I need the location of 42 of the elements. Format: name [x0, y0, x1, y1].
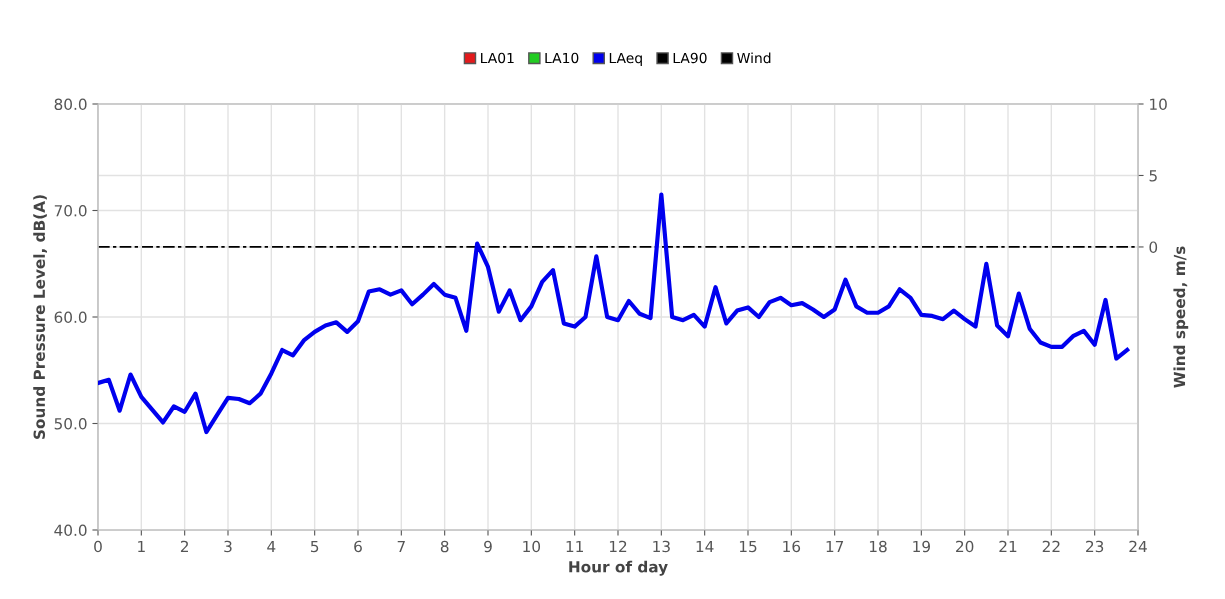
x-tick-label: 11: [566, 540, 583, 553]
legend-label: LA10: [545, 52, 579, 64]
x-tick-label: 2: [180, 540, 188, 553]
x-tick-label: 14: [696, 540, 714, 553]
x-tick-label: 10: [523, 540, 541, 553]
x-tick-label: 15: [739, 540, 757, 553]
x-tick-label: 21: [999, 540, 1017, 553]
x-tick-label: 16: [783, 540, 801, 553]
x-axis-title: Hour of day: [569, 560, 668, 576]
legend-label: LA01: [481, 52, 514, 64]
x-tick-label: 22: [1042, 540, 1060, 553]
y-tick-label: 70.0: [54, 204, 87, 217]
y2-tick-label: 5: [1149, 170, 1157, 182]
y-tick-label: 40.0: [54, 524, 87, 537]
x-tick-label: 1: [138, 540, 145, 553]
y-tick-label: 60.0: [54, 311, 87, 324]
legend-label: Wind: [737, 52, 771, 64]
legend-label: LAeq: [609, 52, 642, 66]
x-tick-label: 5: [310, 540, 319, 553]
x-tick-label: 23: [1086, 540, 1104, 553]
x-tick-label: 6: [354, 540, 362, 553]
y-tick-label: 50.0: [54, 417, 87, 430]
x-tick-label: 18: [869, 540, 887, 553]
y-tick-label: 80.0: [54, 98, 87, 111]
y2-axis-title: Wind speed, m/s: [1173, 246, 1189, 388]
x-tick-label: 0: [94, 540, 102, 553]
y-axis-title: Sound Pressure Level, dB(A): [33, 195, 47, 439]
x-tick-label: 17: [826, 540, 844, 553]
x-tick-label: 20: [956, 540, 974, 553]
legend-label: LA90: [673, 52, 707, 64]
x-tick-label: 8: [440, 540, 449, 553]
x-tick-label: 9: [484, 540, 492, 553]
x-tick-label: 7: [397, 540, 405, 553]
x-tick-label: 12: [609, 540, 627, 553]
x-tick-label: 4: [267, 540, 276, 553]
x-tick-label: 19: [913, 540, 930, 553]
y2-tick-label: 10: [1150, 98, 1167, 111]
y2-tick-label: 0: [1149, 241, 1158, 253]
x-tick-label: 13: [653, 540, 670, 553]
x-tick-label: 3: [224, 540, 232, 553]
x-tick-label: 24: [1129, 540, 1147, 553]
line-series: [98, 192, 1130, 435]
